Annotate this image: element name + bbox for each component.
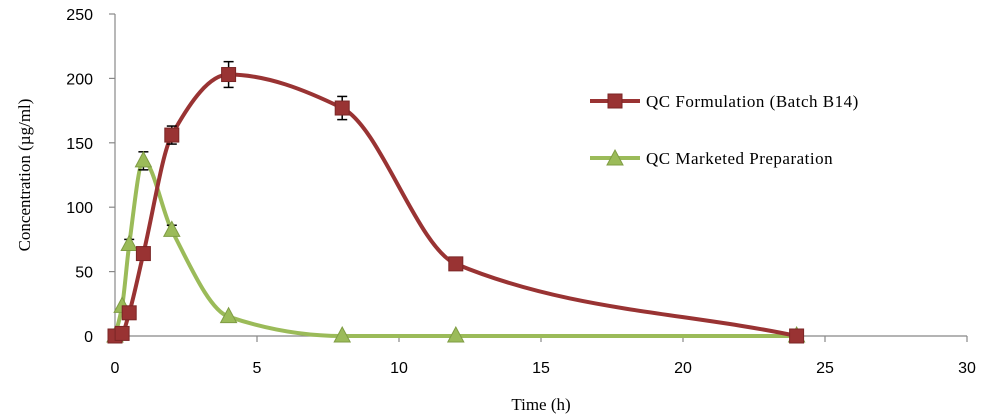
legend-square-marker-icon [607, 93, 623, 109]
x-tick-label: 5 [253, 360, 262, 377]
x-axis-title: Time (h) [511, 395, 570, 414]
x-tick-label: 25 [816, 360, 834, 377]
series-formulation [107, 60, 805, 344]
legend: QC Formulation (Batch B14) QC Marketed P… [590, 92, 859, 168]
y-axis-title: Concentration (µg/ml) [15, 99, 34, 252]
y-tick-label: 150 [66, 136, 93, 153]
x-tick-label: 0 [111, 360, 120, 377]
data-point-square [114, 325, 130, 341]
axes [114, 14, 967, 337]
x-tick-label: 15 [532, 360, 550, 377]
y-tick-label: 0 [84, 329, 93, 346]
data-point-square [121, 305, 137, 321]
data-point-square [448, 256, 464, 272]
x-tick-label: 20 [674, 360, 692, 377]
data-point-square [135, 246, 151, 262]
legend-item-formulation: QC Formulation (Batch B14) [590, 92, 859, 111]
legend-label-formulation: QC Formulation (Batch B14) [646, 92, 859, 111]
y-tick-label: 200 [66, 71, 93, 88]
data-point-square [164, 127, 180, 143]
series-marketed [106, 150, 806, 343]
legend-label-marketed: QC Marketed Preparation [646, 149, 833, 168]
data-point-triangle [120, 234, 139, 252]
y-tick-label: 250 [66, 7, 93, 24]
legend-triangle-marker-icon [606, 148, 624, 166]
x-tick-label: 30 [958, 360, 976, 377]
series-line [114, 72, 798, 338]
data-point-triangle [446, 325, 465, 343]
y-tick-label: 100 [66, 200, 93, 217]
y-tick-label: 50 [75, 265, 93, 282]
data-point-square [334, 100, 350, 116]
data-point-triangle [134, 150, 153, 168]
data-point-triangle [162, 220, 181, 237]
data-point-triangle [333, 325, 352, 343]
data-point-square [221, 67, 237, 83]
series-layer [106, 60, 806, 344]
x-tick-label: 10 [390, 360, 408, 377]
ticks: 0 5 10 15 20 25 30 0 50 100 150 200 250 [66, 7, 976, 377]
data-point-square [789, 328, 805, 344]
series-line [113, 158, 797, 339]
legend-item-marketed: QC Marketed Preparation [590, 148, 833, 168]
data-point-triangle [219, 306, 238, 324]
